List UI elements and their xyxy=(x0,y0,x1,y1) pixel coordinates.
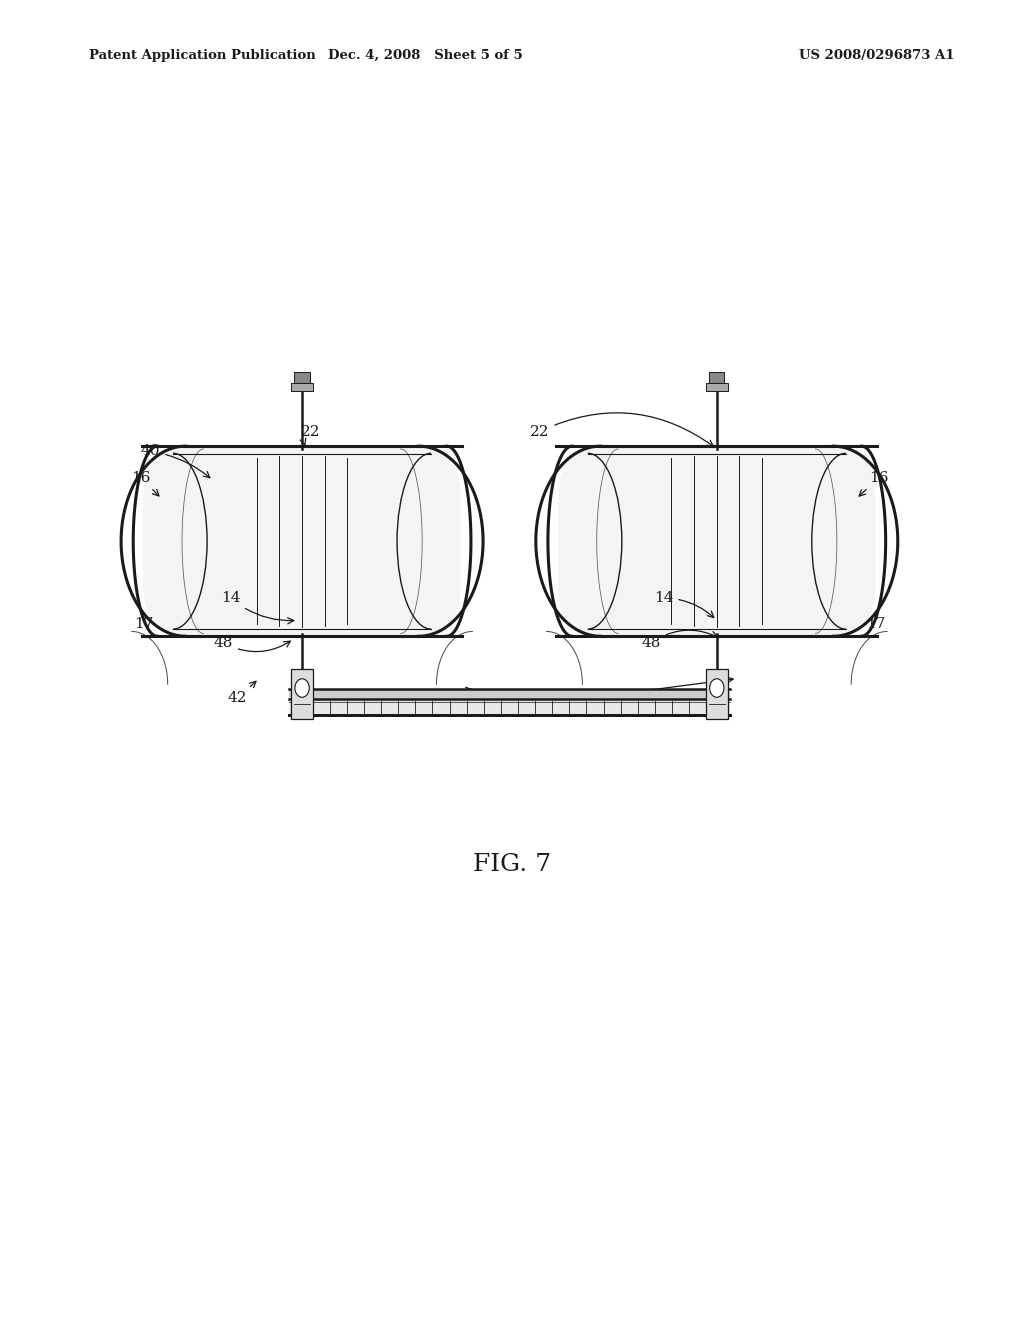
Text: Dec. 4, 2008   Sheet 5 of 5: Dec. 4, 2008 Sheet 5 of 5 xyxy=(328,49,522,62)
Text: 22: 22 xyxy=(300,425,321,445)
Text: 40: 40 xyxy=(140,445,210,478)
Text: 17: 17 xyxy=(134,618,153,631)
Text: FIG. 7: FIG. 7 xyxy=(473,853,551,876)
Text: 44: 44 xyxy=(578,677,733,705)
Text: 48: 48 xyxy=(642,630,717,649)
Circle shape xyxy=(295,678,309,697)
Text: US 2008/0296873 A1: US 2008/0296873 A1 xyxy=(799,49,954,62)
Bar xyxy=(295,372,309,383)
Text: 14: 14 xyxy=(653,591,714,618)
Text: 22: 22 xyxy=(529,413,714,446)
Bar xyxy=(291,669,313,719)
Text: 16: 16 xyxy=(131,471,159,496)
Bar xyxy=(707,383,727,391)
Bar xyxy=(706,669,728,719)
FancyBboxPatch shape xyxy=(143,446,461,636)
Bar xyxy=(291,383,313,391)
Text: 48: 48 xyxy=(214,636,291,652)
FancyBboxPatch shape xyxy=(558,446,876,636)
Circle shape xyxy=(710,678,724,697)
Text: 17: 17 xyxy=(866,618,885,631)
Bar xyxy=(289,689,730,700)
Text: Patent Application Publication: Patent Application Publication xyxy=(89,49,315,62)
Text: 16: 16 xyxy=(859,471,889,496)
Bar xyxy=(289,700,730,715)
Text: 42: 42 xyxy=(227,681,256,705)
Bar xyxy=(709,372,725,383)
Text: 46: 46 xyxy=(326,688,472,713)
Text: 14: 14 xyxy=(220,591,294,624)
